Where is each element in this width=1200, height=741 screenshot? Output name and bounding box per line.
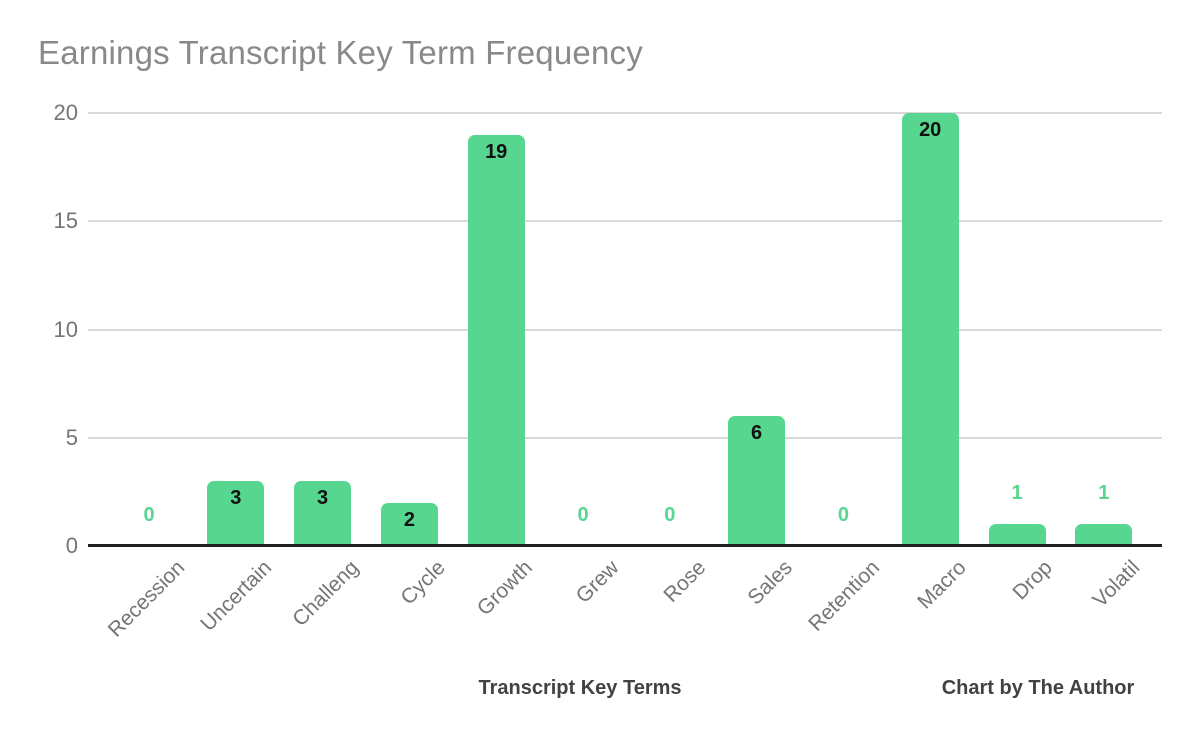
bar-value-label: 2 (403, 508, 415, 531)
bar-value-label: 1 (1098, 482, 1110, 505)
x-category-label: Uncertain (196, 556, 277, 636)
y-tick-label: 20 (53, 100, 78, 125)
bar-cycle (380, 502, 438, 546)
y-tick-label: 10 (53, 316, 78, 342)
bar-value-label: 0 (577, 504, 589, 526)
x-category-label: Drop (1008, 556, 1058, 605)
y-tick-label: 15 (53, 208, 78, 234)
bar-value-label: 6 (751, 422, 763, 445)
x-category-label: Grew (571, 556, 624, 608)
bar-value-label: 0 (143, 504, 155, 526)
bar-value-label: 19 (485, 140, 508, 163)
x-category-label: Volatil (1088, 556, 1145, 612)
bar-drop (988, 524, 1046, 546)
bar-challeng (294, 481, 352, 546)
bar-growth (467, 134, 525, 546)
bar-volatil (1075, 524, 1133, 546)
bar-macro (901, 113, 959, 546)
bar-uncertain (207, 481, 265, 546)
x-category-label: Challeng (287, 556, 363, 631)
x-category-label: Sales (743, 556, 797, 610)
x-category-label: Recession (103, 556, 190, 642)
x-category-label: Rose (659, 556, 711, 607)
bar-value-label: 0 (664, 504, 676, 526)
chart-title: Earnings Transcript Key Term Frequency (38, 34, 643, 71)
bar-value-label: 1 (1011, 482, 1023, 505)
x-category-label: Growth (472, 556, 537, 621)
x-axis-title: Transcript Key Terms (478, 677, 682, 699)
x-category-label: Retention (803, 556, 884, 636)
bar-value-label: 3 (317, 487, 329, 510)
bar-value-label: 20 (919, 119, 942, 141)
x-category-label: Macro (912, 556, 971, 614)
bar-sales (728, 416, 786, 546)
gridline (88, 328, 1162, 331)
y-tick-label: 5 (65, 424, 78, 450)
gridline (88, 220, 1162, 223)
x-category-label: Cycle (396, 556, 450, 610)
gridline (88, 436, 1162, 439)
y-tick-label: 0 (65, 533, 78, 558)
gridline (88, 112, 1162, 114)
bar-value-label: 0 (837, 504, 849, 526)
bar-value-label: 3 (230, 487, 242, 510)
author-credit: Chart by The Author (941, 677, 1135, 699)
x-axis-line (88, 544, 1162, 547)
